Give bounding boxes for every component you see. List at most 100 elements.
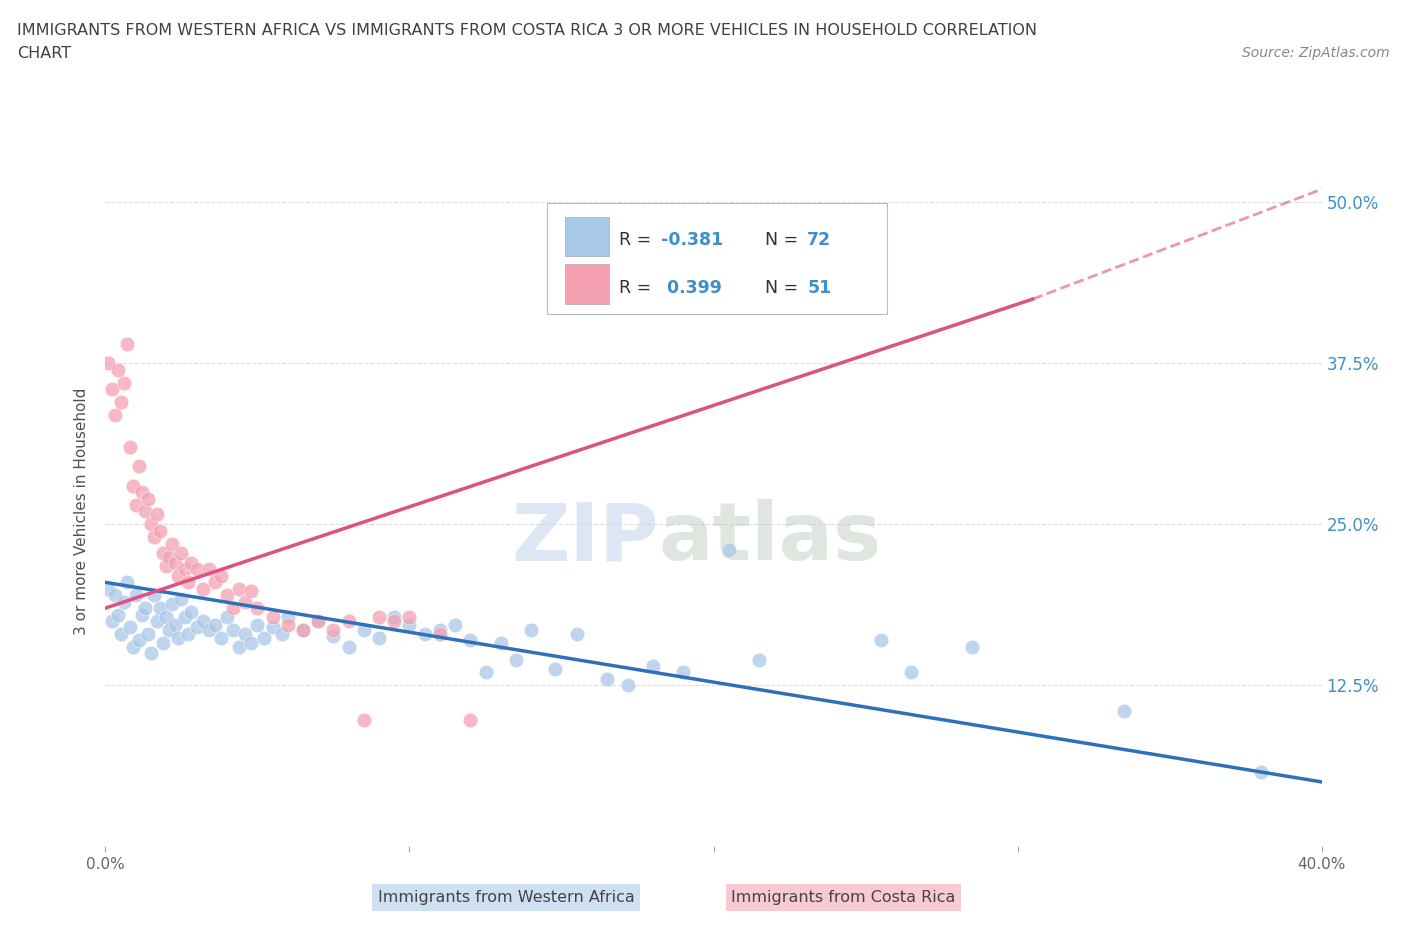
Point [198,622,221,637]
Point [307,614,329,629]
Point [152,545,174,560]
Text: Source: ZipAtlas.com: Source: ZipAtlas.com [1241,46,1389,60]
Point [1112,704,1135,719]
Point [322,629,344,644]
Point [222,601,245,616]
Point [277,618,299,632]
Point [100,381,122,396]
Point [162,597,184,612]
Point [217,610,239,625]
Point [398,618,420,632]
Point [382,614,405,629]
Point [489,635,512,650]
Point [458,712,481,727]
FancyBboxPatch shape [565,217,609,256]
Point [252,631,274,645]
Point [165,618,187,632]
Point [176,575,198,590]
Point [152,635,174,650]
Point [382,610,405,625]
Point [198,562,221,577]
Point [413,627,436,642]
Point [217,588,239,603]
Point [717,543,740,558]
Point [155,610,177,625]
Point [307,614,329,629]
Point [204,618,226,632]
Point [565,627,588,642]
Point [97,356,120,371]
Text: N =: N = [765,231,803,249]
Y-axis label: 3 or more Vehicles in Household: 3 or more Vehicles in Household [75,388,90,635]
Text: N =: N = [765,279,803,297]
Point [139,517,162,532]
Point [155,558,177,573]
Point [180,604,202,619]
Point [110,627,132,642]
Point [222,622,245,637]
Point [353,622,375,637]
FancyBboxPatch shape [565,264,609,304]
Point [429,627,451,642]
Point [118,620,141,635]
Point [125,498,148,512]
Point [1250,764,1272,779]
Point [167,631,190,645]
Point [143,530,166,545]
Point [246,618,269,632]
Point [240,635,263,650]
Point [748,652,770,667]
Point [520,622,543,637]
Point [292,622,315,637]
Point [672,665,695,680]
Point [128,459,150,474]
Point [112,376,135,391]
Point [157,549,180,564]
Point [136,627,159,642]
Point [136,491,159,506]
Point [429,622,451,637]
Point [97,581,120,596]
Point [146,507,169,522]
Point [191,581,214,596]
Point [121,478,143,493]
Point [176,627,198,642]
Point [617,678,640,693]
Point [233,627,256,642]
Point [131,485,153,499]
Point [131,607,153,622]
Point [139,645,162,660]
Point [191,614,214,629]
Point [112,594,135,609]
Point [110,394,132,409]
Point [186,620,208,635]
Point [162,537,184,551]
Text: Immigrants from Western Africa: Immigrants from Western Africa [378,890,634,905]
Point [444,618,467,632]
Point [458,632,481,647]
Point [103,588,125,603]
Point [398,610,420,625]
Point [262,610,284,625]
Point [505,652,527,667]
Point [322,622,344,637]
Point [262,620,284,635]
Point [960,639,983,654]
Point [180,555,202,570]
Point [353,712,375,727]
Point [277,610,299,625]
Point [596,671,619,686]
Point [368,610,391,625]
Point [641,658,664,673]
Point [246,601,269,616]
Point [115,575,138,590]
Point [474,665,496,680]
Point [900,665,922,680]
Point [544,661,567,676]
Text: 0.399: 0.399 [661,279,723,297]
Point [170,545,193,560]
Point [149,524,172,538]
Point [170,591,193,606]
Point [118,440,141,455]
Point [204,575,226,590]
